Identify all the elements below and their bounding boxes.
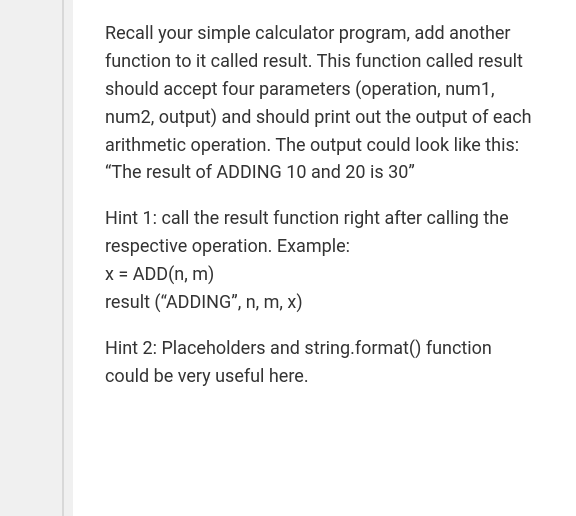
hint-1-code-line-2: result (“ADDING”, n, m, x)	[105, 292, 303, 313]
hint-2-text: Hint 2: Placeholders and string.format()…	[105, 335, 540, 391]
main-instruction-text: Recall your simple calculator program, a…	[105, 20, 540, 187]
hint-1-text: Hint 1: call the result function right a…	[105, 205, 540, 317]
instruction-card: Recall your simple calculator program, a…	[73, 0, 576, 516]
vertical-divider	[62, 0, 64, 516]
hint-1-intro: Hint 1: call the result function right a…	[105, 208, 509, 257]
hint-1-code-line-1: x = ADD(n, m)	[105, 264, 214, 285]
